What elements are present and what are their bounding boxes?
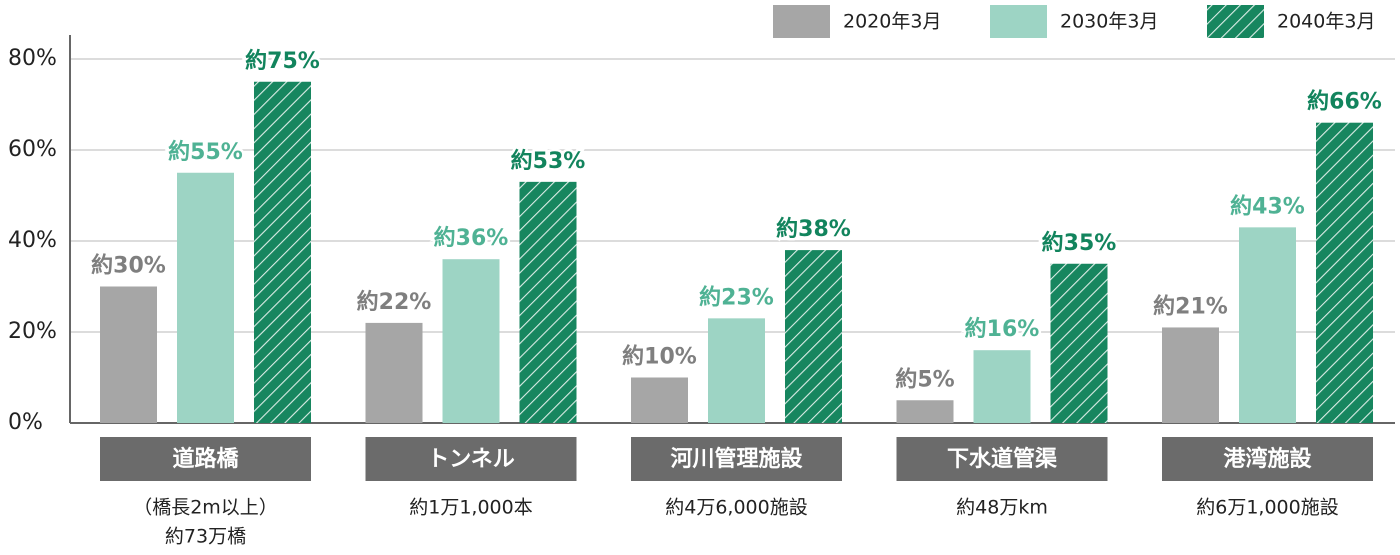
bar [442,259,500,423]
category-note: （橋長2m以上） [133,497,278,519]
bar [254,81,311,423]
value-label: 約75% [245,48,320,74]
y-tick-label: 80% [8,46,57,71]
value-label: 約10% [622,344,697,370]
y-tick-label: 20% [8,319,57,344]
bar [519,181,577,423]
value-label: 約38% [776,216,851,242]
bar [100,286,157,423]
x-tick-label: 河川管理施設 [670,446,803,472]
category-note: 約1万1,000本 [409,497,532,519]
category-note: 約48万km [956,497,1048,519]
bar [973,350,1031,423]
y-tick-label: 60% [8,137,57,162]
bar [365,322,423,423]
value-label: 約55% [168,139,243,165]
bar [1050,263,1108,423]
value-label: 約66% [1307,89,1382,115]
category-note: 約6万1,000施設 [1196,497,1338,519]
category-box [1162,437,1373,481]
value-label: 約22% [357,289,432,315]
legend-label: 2030年3月 [1060,11,1158,33]
value-label: 約5% [895,366,954,392]
value-label: 約43% [1230,193,1305,219]
legend-swatch [1207,5,1264,38]
bar [631,377,688,423]
category-note: 約73万橋 [165,526,246,548]
value-label: 約30% [91,253,166,279]
category-box [365,437,577,481]
y-tick-label: 40% [8,228,57,253]
category-box [100,437,311,481]
category-box [631,437,842,481]
value-label: 約53% [511,148,586,174]
value-label: 約35% [1042,230,1117,256]
value-label: 約16% [965,316,1040,342]
bar [177,172,234,423]
legend-swatch [990,5,1047,38]
legend-label: 2020年3月 [843,11,941,33]
value-label: 約23% [699,284,774,310]
category-box [896,437,1108,481]
value-label: 約36% [434,225,509,251]
bar [1239,227,1296,423]
bar [1162,327,1219,423]
x-tick-label: 港湾施設 [1223,446,1312,472]
bar [785,250,842,423]
legend-label: 2040年3月 [1277,11,1375,33]
legend-swatch [773,5,830,38]
category-note: 約4万6,000施設 [665,497,807,519]
bar [1316,122,1373,423]
y-tick-label: 0% [8,410,43,435]
x-tick-label: 下水道管渠 [947,446,1057,472]
value-label: 約21% [1153,293,1228,319]
bar [896,400,954,423]
x-tick-label: トンネル [427,447,515,472]
bar [708,318,765,423]
x-tick-label: 道路橋 [172,446,239,472]
